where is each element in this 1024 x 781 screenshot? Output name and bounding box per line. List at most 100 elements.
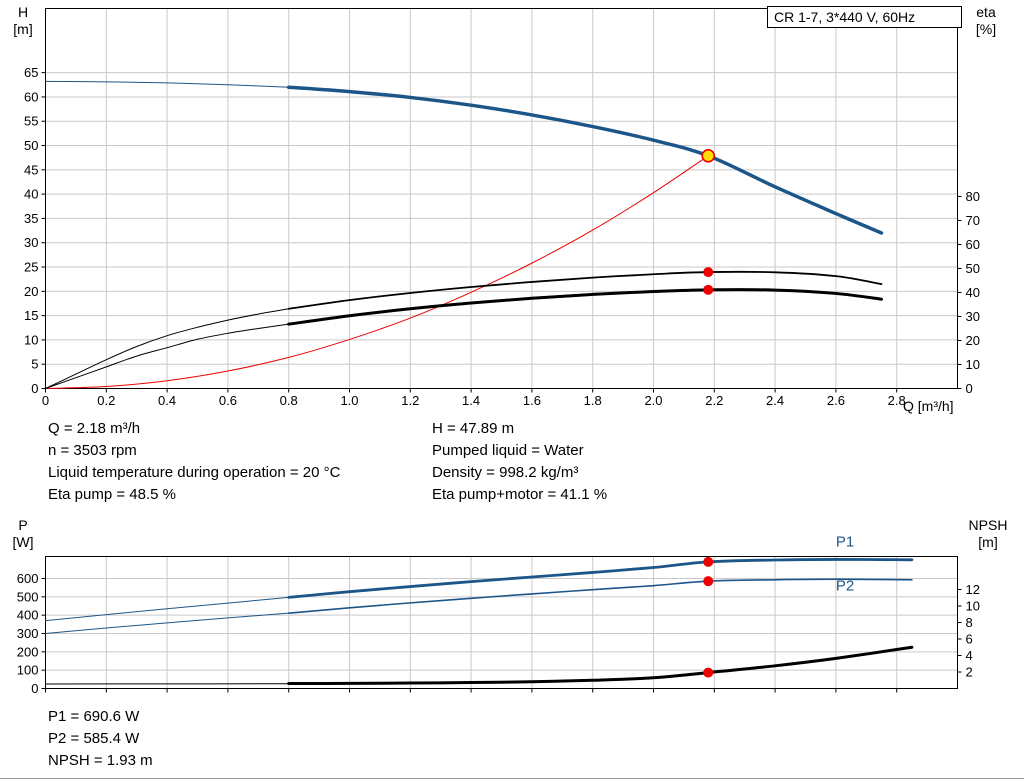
- p-axis-label: P: [18, 517, 28, 533]
- y-left-tick-label: 35: [24, 211, 38, 226]
- x-tick-label: 1.2: [401, 393, 419, 408]
- y-right-tick-label: 40: [966, 285, 980, 300]
- power-npsh-chart: 0 100 200 300 400 500 600 2 46 810 12 P1 P2: [17, 533, 980, 696]
- annotation-q: Q = 2.18 m³/h: [48, 420, 141, 437]
- y-left-tick-label: 50: [24, 138, 38, 153]
- y-left-tick-label: 65: [24, 65, 38, 80]
- x-tick-label: 1.4: [462, 393, 480, 408]
- y-right-tick-label: 60: [966, 237, 980, 252]
- annotation-eta-pump: Eta pump = 48.5 %: [48, 486, 176, 503]
- x-tick-label: 2.6: [827, 393, 845, 408]
- annotation-p1: P1 = 690.6 W: [48, 708, 140, 725]
- p2-curve-thin: [45, 612, 290, 634]
- npsh-point-marker: [703, 667, 714, 678]
- eta-pump-motor-point-marker: [703, 284, 714, 295]
- y-right-tick-label: 50: [966, 261, 980, 276]
- y-left-tick-label: 600: [17, 571, 39, 586]
- npsh-axis-label: NPSH: [968, 517, 1008, 533]
- y-left-tick-label: 5: [31, 357, 38, 372]
- y-left-tick-label: 20: [24, 284, 38, 299]
- y-left-tick-label: 0: [31, 681, 38, 696]
- p1-curve-thin: [45, 596, 290, 622]
- eta-axis-unit: [%]: [975, 21, 997, 37]
- y-right-tick-label: 30: [966, 309, 980, 324]
- annotation-speed: n = 3503 rpm: [48, 442, 137, 459]
- x-tick-label: 2.0: [644, 393, 662, 408]
- x-tick-label: 2.2: [705, 393, 723, 408]
- y-right-tick-label: 20: [966, 333, 980, 348]
- q-axis-title: Q [m³/h]: [903, 398, 954, 414]
- head-curve: [286, 85, 884, 235]
- p-axis-unit: [W]: [12, 534, 34, 550]
- x-tick-label: 1.6: [523, 393, 541, 408]
- annotation-liquid-temp: Liquid temperature during operation = 20…: [48, 464, 341, 481]
- annotation-pumped-liquid: Pumped liquid = Water: [432, 442, 584, 459]
- y-left-tick-label: 25: [24, 260, 38, 275]
- y-right-tick-label: 4: [966, 648, 973, 663]
- eta-pump-curve: [287, 270, 883, 310]
- annotation-eta-pump-motor: Eta pump+motor = 41.1 %: [432, 486, 608, 503]
- qh-eta-chart: 0 0.2 0.4 0.6 0.8 1.0 1.2 1.4 1.6 1.8 2.0 2.2 2.4 2.6…: [24, 8, 980, 408]
- p-axis-title: P [W]: [2, 517, 44, 551]
- x-tick-label: 2.8: [888, 393, 906, 408]
- annotation-density: Density = 998.2 kg/m³: [432, 464, 579, 481]
- y-left-tick-label: 400: [17, 608, 39, 623]
- y-right-tick-label: 12: [966, 582, 980, 597]
- x-tick-label: 0.6: [219, 393, 237, 408]
- x-tick-label: 1.8: [584, 393, 602, 408]
- eta-axis-label: eta: [976, 4, 996, 20]
- eta-axis-title: eta [%]: [960, 4, 1012, 38]
- head-curve-thin: [45, 80, 290, 88]
- y-right-tick-label: 10: [966, 357, 980, 372]
- p1-curve: [287, 558, 914, 599]
- x-tick-label: 0.4: [158, 393, 176, 408]
- y-left-tick-label: 55: [24, 114, 38, 129]
- x-tick-label: 0.8: [280, 393, 298, 408]
- page-bottom-rule: [0, 778, 1024, 779]
- npsh-axis-title: NPSH [m]: [956, 517, 1020, 551]
- duty-point-marker: [701, 148, 716, 163]
- eta-pump-motor-curve: [287, 288, 883, 326]
- eta-pump-motor-curve-thin: [45, 323, 290, 389]
- plot-frame: [45, 8, 958, 389]
- p2-curve: [287, 578, 913, 614]
- p1-point-marker: [703, 556, 714, 567]
- y-right-tick-label: 8: [966, 615, 973, 630]
- y-left-tick-label: 0: [31, 381, 38, 396]
- eta-pump-curve-thin: [45, 308, 290, 389]
- h-axis-label: H: [17, 4, 29, 20]
- x-tick-label: 0.2: [97, 393, 115, 408]
- y-right-tick-label: 6: [966, 632, 973, 647]
- plot-frame: [45, 556, 958, 689]
- y-left-tick-label: 40: [24, 187, 38, 202]
- y-right-tick-label: 70: [966, 213, 980, 228]
- y-left-tick-label: 10: [24, 332, 38, 347]
- y-left-tick-label: 100: [17, 663, 39, 678]
- y-left-tick-label: 45: [24, 162, 38, 177]
- y-right-tick-label: 2: [966, 665, 973, 680]
- p2-curve-label: P2: [836, 577, 854, 594]
- y-right-tick-label: 80: [966, 189, 980, 204]
- y-left-tick-label: 30: [24, 235, 38, 250]
- annotation-p2: P2 = 585.4 W: [48, 730, 140, 747]
- y-right-tick-label: 10: [966, 599, 980, 614]
- npsh-curve: [287, 645, 914, 686]
- pump-designation-box: CR 1-7, 3*440 V, 60Hz: [767, 6, 962, 28]
- y-left-tick-label: 200: [17, 644, 39, 659]
- system-curve: [45, 155, 709, 389]
- y-left-tick-label: 500: [17, 589, 39, 604]
- x-tick-label: 1.0: [340, 393, 358, 408]
- x-tick-label: 2.4: [766, 393, 784, 408]
- annotation-head: H = 47.89 m: [432, 420, 515, 437]
- x-tick-label: 0: [42, 393, 49, 408]
- y-left-tick-label: 300: [17, 626, 39, 641]
- y-right-tick-label: 0: [966, 381, 973, 396]
- p2-point-marker: [703, 576, 714, 587]
- h-axis-title: H [m]: [2, 4, 44, 38]
- h-axis-unit: [m]: [13, 21, 33, 37]
- y-left-tick-label: 15: [24, 308, 38, 323]
- annotation-npsh: NPSH = 1.93 m: [48, 752, 153, 769]
- y-left-tick-label: 60: [24, 89, 38, 104]
